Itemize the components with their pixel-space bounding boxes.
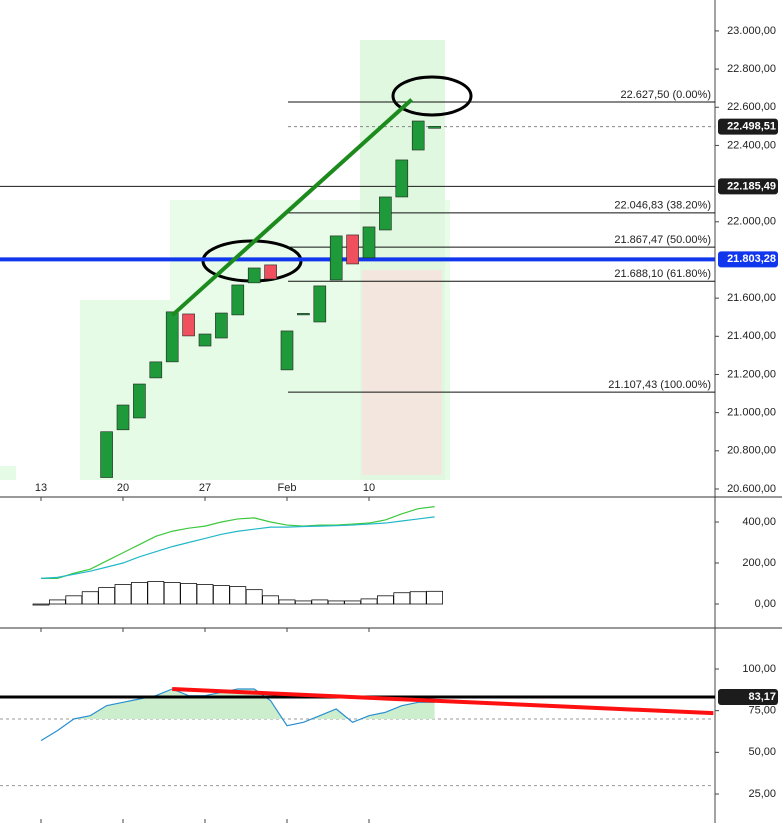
- candle-body: [149, 361, 163, 379]
- x-tick-label: 27: [199, 482, 211, 494]
- candle-body: [346, 234, 359, 265]
- histogram-bar: [376, 595, 394, 605]
- oscillator-line: [40, 688, 435, 742]
- fib-label: 21.688,10 (61.80%): [614, 268, 711, 280]
- indicator-line: [41, 506, 435, 579]
- trendline: [170, 98, 413, 317]
- fib-label: 22.046,83 (38.20%): [614, 200, 711, 212]
- histogram-bar: [196, 584, 214, 605]
- histogram-bar: [393, 592, 411, 605]
- price-badge-label: 22.498,51: [727, 121, 776, 133]
- price-badge-label: 83,17: [748, 691, 776, 703]
- fib-label: 22.627,50 (0.00%): [620, 89, 711, 101]
- candle-body: [116, 404, 130, 431]
- x-tick-label: 13: [35, 482, 47, 494]
- price-badge: [718, 178, 778, 195]
- candle-body: [379, 196, 392, 231]
- y-tick-label: 0,00: [755, 598, 776, 610]
- shade: [0, 466, 16, 480]
- histogram-bar: [98, 587, 115, 605]
- histogram-bar: [262, 595, 280, 605]
- price-badge: [718, 118, 778, 135]
- histogram-bar: [81, 591, 99, 605]
- y-tick-label: 20.600,00: [727, 483, 776, 495]
- y-tick-label: 21.600,00: [727, 292, 776, 304]
- histogram-bar: [311, 599, 329, 605]
- y-tick-label: 22.800,00: [727, 63, 776, 75]
- fib-label: 21.107,43 (100.00%): [608, 379, 711, 391]
- y-tick-label: 50,00: [748, 746, 776, 758]
- indicator-line: [40, 516, 435, 579]
- histogram-bar: [130, 582, 148, 605]
- price-badge-label: 22.185,49: [727, 180, 776, 192]
- histogram-bar: [180, 583, 198, 605]
- candle-body: [362, 226, 376, 259]
- y-tick-label: 200,00: [742, 557, 776, 569]
- histogram-bar: [163, 582, 181, 605]
- histogram-bar: [65, 595, 83, 605]
- y-tick-label: 21.400,00: [727, 330, 776, 342]
- histogram-bar: [360, 598, 378, 605]
- histogram-bar: [344, 600, 362, 605]
- candle-body: [280, 330, 294, 371]
- y-tick-label: 20.800,00: [727, 445, 776, 457]
- candle-body: [247, 267, 261, 284]
- histogram-bar: [32, 603, 50, 606]
- candle-body: [165, 311, 179, 363]
- y-tick-label: 25,00: [748, 788, 776, 800]
- candle-body: [264, 264, 277, 280]
- price-badge-label: 21.803,28: [727, 253, 776, 265]
- histogram-bar: [294, 600, 312, 605]
- y-tick-label: 22.000,00: [727, 216, 776, 228]
- y-tick-label: 23.000,00: [727, 25, 776, 37]
- y-tick-label: 21.000,00: [727, 407, 776, 419]
- candle-body: [100, 431, 113, 478]
- candle-body: [313, 285, 327, 323]
- histogram-bar: [426, 590, 444, 605]
- trendline: [172, 687, 714, 716]
- histogram-bar: [278, 599, 296, 605]
- x-tick-label: 10: [363, 482, 375, 494]
- drawn-circle: [391, 75, 473, 117]
- marks: 23.000,00 22.800,00 22.600,00 22.400,00 22.0…: [0, 25, 778, 823]
- candle-body: [428, 126, 441, 129]
- y-tick-label: 21.200,00: [727, 368, 776, 380]
- shade: [362, 270, 442, 475]
- histogram-bar: [327, 600, 345, 605]
- histogram-bar: [212, 585, 230, 605]
- y-tick-label: 400,00: [742, 516, 776, 528]
- histogram-bar: [114, 584, 132, 605]
- fib-label: 21.867,47 (50.00%): [614, 234, 711, 246]
- histogram-bar: [147, 581, 165, 605]
- histogram-bar: [245, 589, 263, 605]
- overbought-fill: [41, 689, 435, 719]
- price-badge: [718, 251, 778, 268]
- y-tick-label: 22.600,00: [727, 101, 776, 113]
- y-tick-label: 75,00: [748, 705, 776, 717]
- candle-body: [297, 313, 310, 316]
- candle-body: [198, 333, 212, 347]
- candle-body: [182, 313, 195, 337]
- candle-body: [329, 235, 343, 281]
- price-badge: [718, 689, 778, 706]
- candle-body: [411, 120, 425, 151]
- histogram-bar: [409, 591, 427, 605]
- candle-body: [231, 284, 245, 316]
- histogram-bar: [229, 586, 247, 605]
- candle-body: [215, 312, 228, 339]
- y-tick-label: 100,00: [742, 663, 776, 675]
- x-tick-label: 20: [117, 482, 129, 494]
- y-tick-label: 22.400,00: [727, 139, 776, 151]
- candle-body: [395, 159, 409, 198]
- x-tick-label: Feb: [278, 482, 297, 494]
- histogram-bar: [49, 599, 66, 605]
- candle-body: [133, 383, 146, 419]
